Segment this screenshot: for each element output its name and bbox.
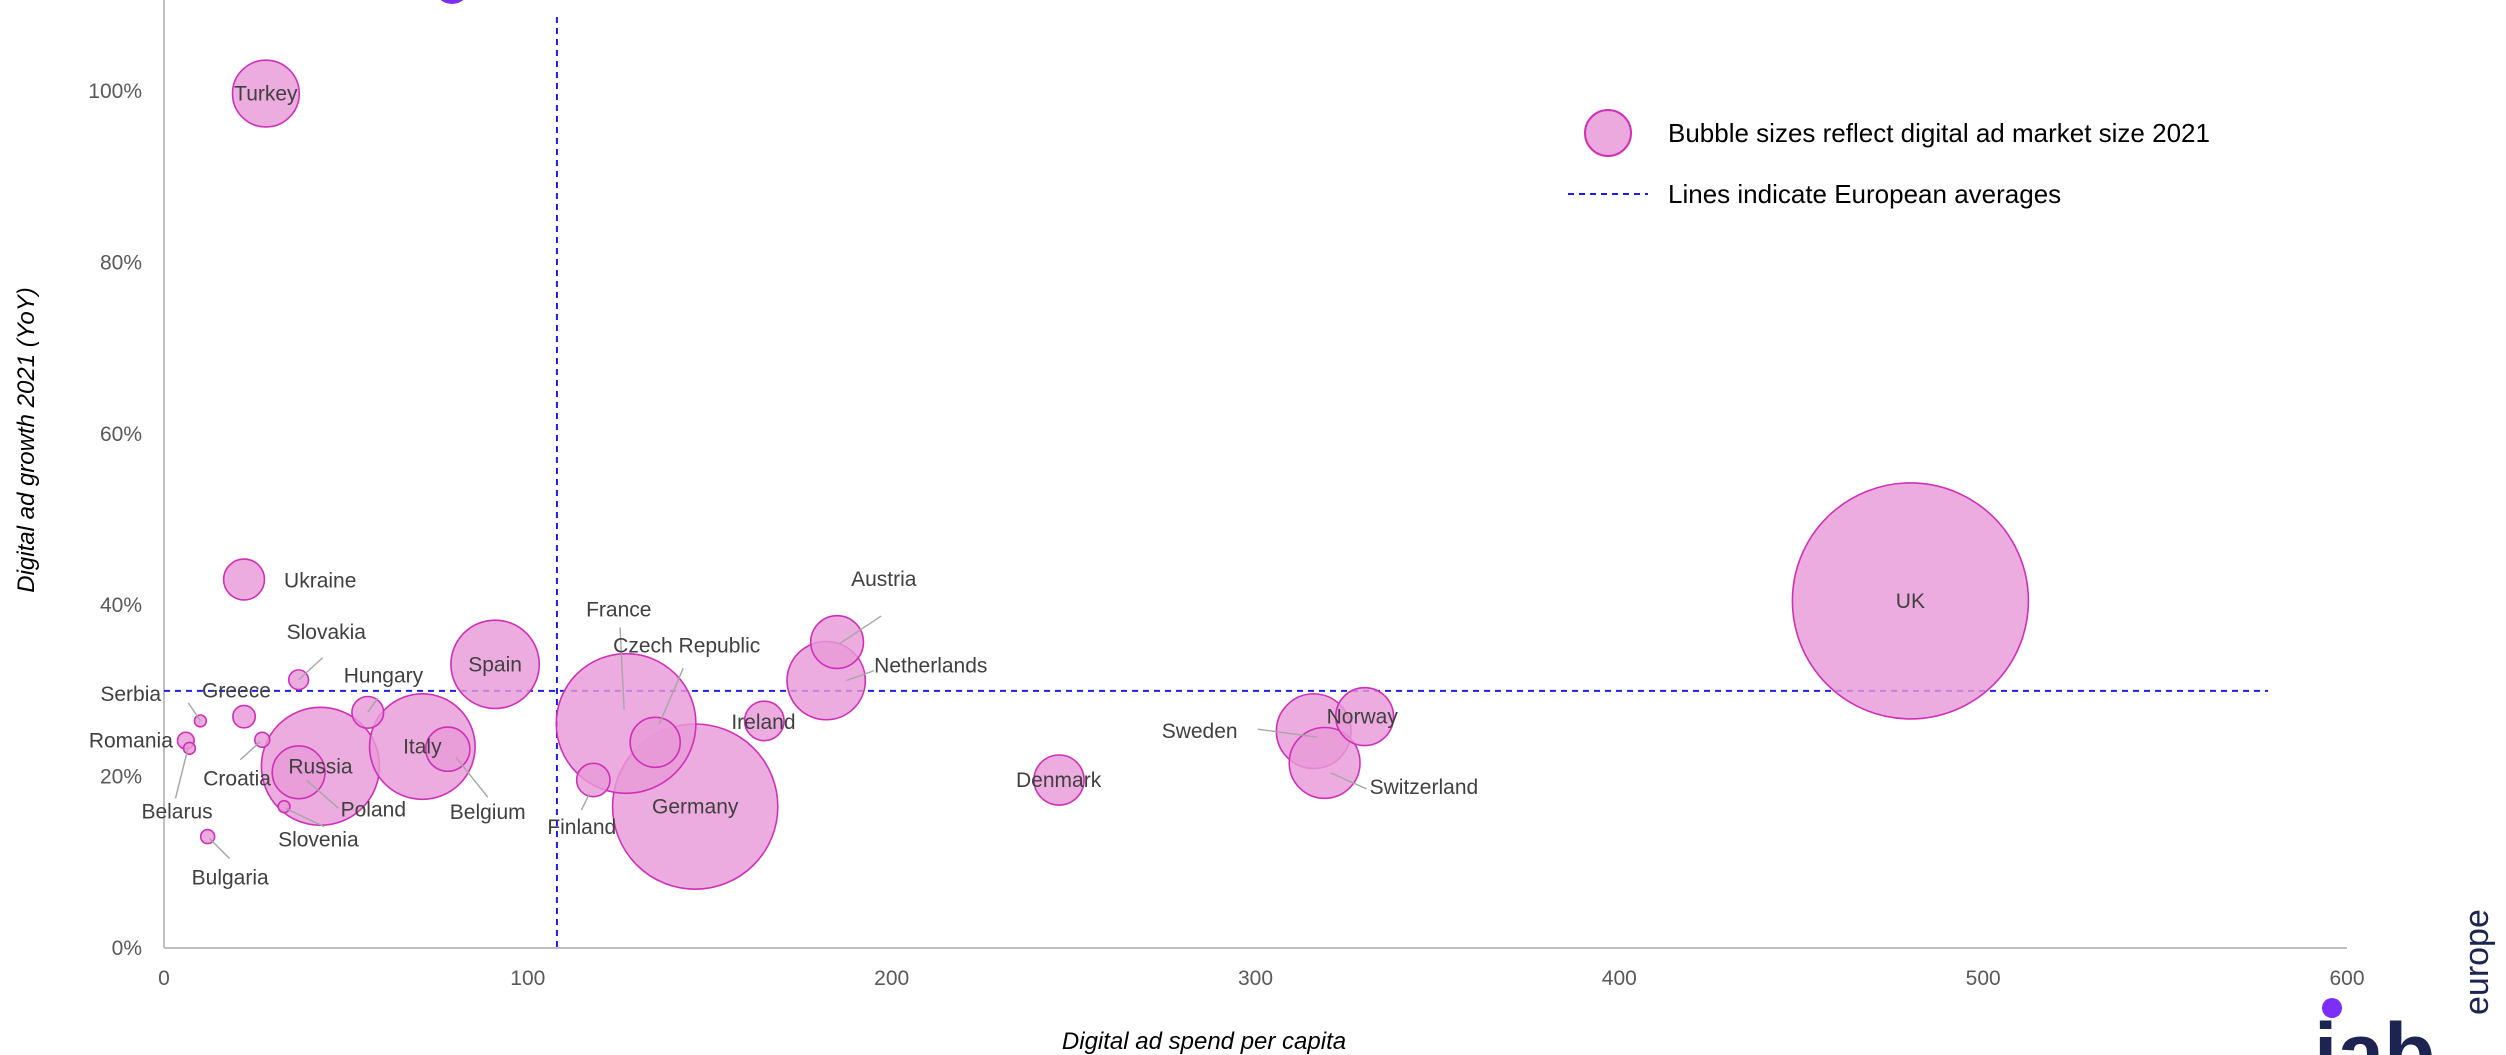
leader-poland — [306, 779, 340, 809]
label-turkey: Turkey — [234, 83, 298, 106]
label-slovakia: Slovakia — [287, 621, 367, 644]
y-tick-label: 0% — [112, 937, 142, 960]
bubble-belarus — [182, 741, 197, 756]
x-tick-label: 100 — [510, 967, 545, 990]
bubble-uk — [1791, 482, 2030, 720]
label-finland: Finland — [547, 816, 616, 839]
label-greece: Greece — [202, 680, 271, 703]
x-axis-title: Digital ad spend per capita — [1062, 1028, 1346, 1055]
label-netherlands: Netherlands — [874, 655, 987, 678]
iab-europe-logo: iab europe — [2314, 909, 2496, 1055]
bubble-spain — [450, 619, 541, 710]
bubble-turkey — [231, 59, 301, 128]
axes — [163, 0, 2347, 949]
y-tick-label: 40% — [100, 594, 142, 617]
bubble-czech-republic — [629, 716, 682, 769]
bubble-france — [555, 652, 697, 795]
x-tick-label: 300 — [1238, 967, 1273, 990]
x-tick-labels: 0 100 200 300 400 500 600 — [158, 967, 2364, 990]
bubble-ukraine — [222, 558, 266, 601]
legend-line-text: Lines indicate European averages — [1668, 179, 2061, 209]
label-croatia: Croatia — [203, 768, 271, 791]
leader-sweden — [1257, 728, 1318, 738]
label-slovenia: Slovenia — [278, 829, 359, 852]
x-tick-label: 0 — [158, 967, 170, 990]
label-france: France — [586, 598, 651, 621]
label-serbia: Serbia — [100, 683, 161, 706]
bubble-denmark — [1033, 754, 1085, 806]
label-denmark: Denmark — [1016, 769, 1102, 792]
label-bulgaria: Bulgaria — [192, 867, 269, 890]
logo-dot — [2322, 998, 2342, 1018]
y-tick-label: 100% — [88, 80, 142, 103]
leader-netherlands — [845, 669, 875, 682]
leader-slovenia — [285, 807, 325, 828]
leader-belgium — [455, 756, 489, 798]
label-hungary: Hungary — [344, 664, 424, 687]
leader-croatia — [239, 741, 261, 761]
bubble-ireland — [743, 700, 785, 742]
y-axis-title: Digital ad growth 2021 (YoY) — [13, 287, 40, 593]
bubble-norway — [1334, 686, 1395, 747]
bubble-greece — [232, 704, 257, 729]
label-italy: Italy — [403, 736, 442, 759]
label-spain: Spain — [468, 653, 522, 676]
legend-bubble-icon — [1584, 109, 1632, 157]
leader-serbia — [187, 702, 201, 722]
leader-slovakia — [298, 657, 324, 681]
y-tick-label: 80% — [100, 251, 142, 274]
bubble-switzerland — [1288, 726, 1361, 800]
y-tick-label: 60% — [100, 423, 142, 446]
logo-iab-text: iab — [2314, 1006, 2435, 1055]
label-czech-republic: Czech Republic — [613, 634, 760, 657]
x-tick-label: 200 — [874, 967, 909, 990]
bubble-slovenia — [277, 799, 291, 814]
x-tick-label: 400 — [1602, 967, 1637, 990]
leader-switzerland — [1330, 772, 1367, 790]
bubble-italy — [368, 693, 476, 801]
leader-belarus — [174, 750, 189, 799]
legend: Bubble sizes reflect digital ad market s… — [1568, 109, 2210, 209]
leader-hungary — [367, 697, 379, 713]
label-germany: Germany — [652, 796, 739, 819]
x-tick-label: 600 — [2329, 967, 2364, 990]
label-ireland: Ireland — [731, 711, 795, 734]
label-russia: Russia — [288, 755, 353, 778]
label-ukraine: Ukraine — [284, 569, 356, 592]
leader-lines — [174, 615, 1367, 860]
label-uk: UK — [1896, 590, 1925, 613]
y-tick-labels: 0% 20% 40% 60% 80% 100% — [88, 80, 142, 960]
leader-france — [619, 627, 625, 710]
leader-czech-republic — [658, 668, 684, 725]
y-tick-label: 20% — [100, 766, 142, 789]
label-poland: Poland — [341, 798, 406, 821]
leader-finland — [580, 793, 590, 811]
leader-bulgaria — [209, 838, 231, 860]
bubble-labels: UK Germany France Russia Italy Spain Netherlan… — [89, 83, 1925, 890]
label-norway: Norway — [1327, 706, 1399, 729]
label-belarus: Belarus — [141, 800, 212, 823]
label-switzerland: Switzerland — [1370, 776, 1479, 799]
label-austria: Austria — [851, 568, 917, 591]
logo-europe-text: europe — [2458, 909, 2496, 1015]
bubble-austria — [809, 614, 865, 670]
bubble-finland — [575, 762, 611, 798]
label-belgium: Belgium — [450, 801, 526, 824]
legend-bubble-text: Bubble sizes reflect digital ad market s… — [1668, 118, 2210, 148]
leader-austria — [838, 615, 882, 645]
partial-logo-dot — [440, 0, 464, 4]
label-sweden: Sweden — [1162, 720, 1238, 743]
x-tick-label: 500 — [1966, 967, 2001, 990]
label-romania: Romania — [89, 730, 173, 753]
